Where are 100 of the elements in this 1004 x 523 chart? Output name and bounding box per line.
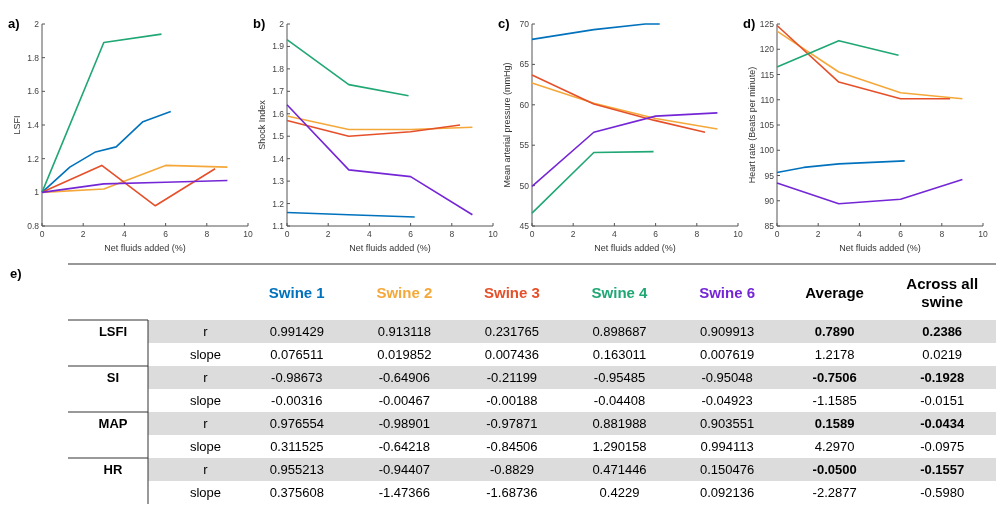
- text: -0.0434: [920, 416, 965, 431]
- text: 0.019852: [377, 347, 432, 362]
- text: 0.1589: [814, 416, 855, 431]
- text: 0.881988: [592, 416, 647, 431]
- category-label: Swine 1: [268, 284, 325, 301]
- text: 0.007436: [484, 347, 540, 362]
- category-label: slope: [189, 393, 222, 408]
- line-series: [776, 160, 906, 174]
- text: 0.0219: [922, 347, 963, 362]
- category-label: slope: [189, 347, 222, 362]
- text: -0.84506: [486, 439, 538, 454]
- text: e): [10, 266, 22, 281]
- text: 0.163011: [592, 347, 647, 362]
- y-tick-label: 1.2: [27, 153, 40, 164]
- text: 0.311525: [270, 439, 324, 454]
- y-axis-title: Heart rate (Beats per minute): [747, 66, 757, 184]
- y-tick-label: 1: [34, 187, 40, 198]
- y-tick-label: 110: [760, 94, 775, 105]
- text: -0.04923: [701, 393, 753, 408]
- y-tick-label: 100: [759, 145, 775, 156]
- category-label: slope: [189, 485, 222, 500]
- x-tick-label: 4: [367, 229, 373, 239]
- y-tick-label: 2: [279, 19, 285, 29]
- text: 0.076511: [270, 347, 324, 362]
- text: 0.2386: [922, 324, 963, 339]
- text: -0.95048: [701, 370, 753, 385]
- y-tick-label: 1.6: [272, 108, 285, 119]
- y-tick-label: 90: [764, 195, 775, 206]
- line-series: [41, 179, 229, 194]
- x-axis-title: Net fluids added (%): [594, 243, 676, 253]
- text: -1.68736: [486, 485, 538, 500]
- y-tick-label: 85: [764, 221, 775, 231]
- text: -0.97871: [486, 416, 538, 431]
- category-label: LSFI: [98, 324, 128, 339]
- y-tick-label: 1.8: [272, 63, 285, 74]
- text: 0.4229: [599, 485, 640, 500]
- y-tick-label: 1.5: [272, 131, 285, 142]
- line-series: [286, 119, 461, 138]
- category-label: Swine 4: [591, 284, 649, 301]
- text: -0.7506: [812, 370, 857, 385]
- x-tick-label: 2: [570, 229, 576, 239]
- line-series: [41, 164, 216, 207]
- category-label: Swine 2: [376, 284, 433, 301]
- text: 1.290158: [592, 439, 647, 454]
- x-tick-label: 0: [39, 229, 45, 239]
- y-tick-label: 1.7: [272, 86, 285, 97]
- text: 0.092136: [699, 485, 755, 500]
- text: 0.898687: [592, 324, 647, 339]
- text: 0.913118: [377, 324, 431, 339]
- text: 0.231765: [484, 324, 540, 339]
- x-tick-label: 4: [612, 229, 618, 239]
- text: -0.5980: [920, 485, 965, 500]
- text: 4.2970: [814, 439, 855, 454]
- x-tick-label: 6: [898, 229, 904, 239]
- text: -0.0500: [812, 462, 857, 477]
- x-tick-label: 6: [653, 229, 659, 239]
- text: 1.2178: [814, 347, 855, 362]
- x-tick-label: 4: [122, 229, 128, 239]
- y-tick-label: 120: [759, 44, 775, 55]
- x-tick-label: 2: [80, 229, 86, 239]
- text: 0.903551: [699, 416, 755, 431]
- text: -0.1557: [920, 462, 965, 477]
- text: -0.0151: [920, 393, 965, 408]
- text: 0.976554: [269, 416, 324, 431]
- text: 0.994113: [700, 439, 754, 454]
- text: 0.909913: [699, 324, 755, 339]
- x-tick-label: 2: [325, 229, 331, 239]
- text: -0.64906: [378, 370, 431, 385]
- text: -0.00188: [486, 393, 538, 408]
- category-label: r: [203, 370, 208, 385]
- y-axis-title: Shock Index: [257, 99, 267, 150]
- x-tick-label: 10: [488, 229, 498, 239]
- y-tick-label: 45: [519, 221, 530, 231]
- y-tick-label: 1.1: [272, 221, 285, 231]
- category-label: HR: [103, 462, 123, 477]
- category-label: SI: [106, 370, 120, 385]
- y-tick-label: 50: [519, 180, 530, 191]
- text: -1.47366: [378, 485, 431, 500]
- chart-title: a): [8, 16, 20, 31]
- x-axis-title: Net fluids added (%): [104, 243, 186, 253]
- line-series: [531, 74, 706, 134]
- text: 0.007619: [699, 347, 755, 362]
- y-tick-label: 1.9: [272, 41, 285, 52]
- x-tick-label: 2: [815, 229, 821, 239]
- category-label: Across all swine: [906, 275, 979, 310]
- x-tick-label: 10: [243, 229, 253, 239]
- x-tick-label: 0: [774, 229, 780, 239]
- y-tick-label: 1.6: [27, 86, 40, 97]
- text: -0.98673: [271, 370, 323, 385]
- chart-title: d): [743, 16, 756, 31]
- x-tick-label: 8: [449, 229, 455, 239]
- category-label: r: [203, 416, 208, 431]
- x-tick-label: 6: [163, 229, 169, 239]
- y-tick-label: 1.8: [27, 52, 40, 63]
- x-tick-label: 10: [978, 229, 988, 239]
- y-tick-label: 2: [34, 19, 40, 29]
- y-tick-label: 0.8: [27, 221, 40, 231]
- line-series: [776, 178, 964, 205]
- line-series: [286, 104, 474, 216]
- y-tick-label: 1.2: [272, 198, 285, 209]
